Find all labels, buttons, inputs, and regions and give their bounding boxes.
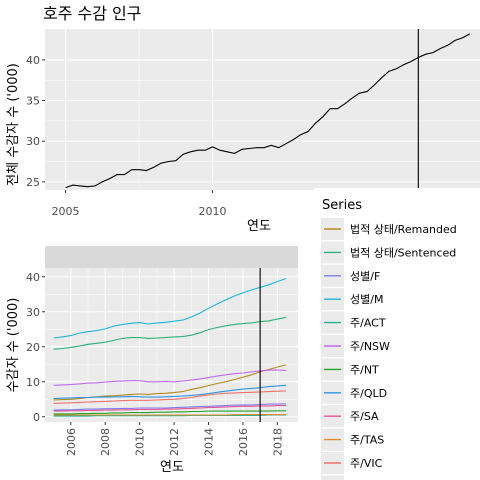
chart-title: 호주 수감 인구 <box>43 4 142 23</box>
x-tick-label: 2008 <box>99 428 112 456</box>
x-tick-label: 2016 <box>237 428 250 456</box>
x-tick-label: 2010 <box>199 205 227 218</box>
series-line <box>53 277 287 339</box>
legend-label: 성별/F <box>350 270 380 283</box>
legend-label: 법적 상태/Sentenced <box>350 246 456 259</box>
plot-background <box>45 29 480 190</box>
legend-label: 법적 상태/Remanded <box>350 223 457 236</box>
y-tick-label: 30 <box>26 306 40 319</box>
legend-label: 주/SA <box>350 410 379 423</box>
y-axis-label: 전체 수감자 수 ('000) <box>6 63 21 186</box>
legend-label: 성별/M <box>350 293 383 306</box>
y-tick-label: 40 <box>26 54 40 67</box>
series-line <box>53 403 287 411</box>
y-axis-label: 수감자 수 ('000) <box>6 298 21 393</box>
y-tick-label: 40 <box>26 271 40 284</box>
legend-label: 주/TAS <box>350 434 384 447</box>
series-line <box>53 390 287 404</box>
x-tick-label: 2018 <box>271 428 284 456</box>
y-tick-label: 25 <box>26 176 40 189</box>
legend-key-background <box>321 475 344 480</box>
legend-label: 주/QLD <box>350 387 387 400</box>
y-tick-label: 10 <box>26 376 40 389</box>
legend-label: 주/ACT <box>350 317 386 330</box>
x-tick-label: 2012 <box>168 428 181 456</box>
series-line <box>53 410 286 415</box>
x-tick-label: 2010 <box>134 428 147 456</box>
series-line <box>53 405 286 412</box>
legend-title: Series <box>322 198 362 213</box>
legend-label: 주/NT <box>350 363 379 376</box>
series-line-total <box>65 33 471 189</box>
series-line <box>53 369 287 386</box>
facet-strip <box>45 246 298 268</box>
x-axis-label: 연도 <box>247 219 271 234</box>
series-line <box>53 414 286 417</box>
x-axis-label: 연도 <box>160 460 184 475</box>
x-tick-label: 2006 <box>65 428 78 456</box>
x-tick-label: 2005 <box>52 205 80 218</box>
series-line <box>53 384 287 400</box>
y-tick-label: 30 <box>26 135 40 148</box>
y-tick-label: 20 <box>26 341 40 354</box>
legend-label: 주/VIC <box>350 457 383 470</box>
y-tick-label: 35 <box>26 95 40 108</box>
y-tick-label: 0 <box>33 411 40 424</box>
x-tick-label: 2014 <box>203 428 216 456</box>
legend-label: 주/NSW <box>350 340 390 353</box>
series-line <box>53 316 287 350</box>
